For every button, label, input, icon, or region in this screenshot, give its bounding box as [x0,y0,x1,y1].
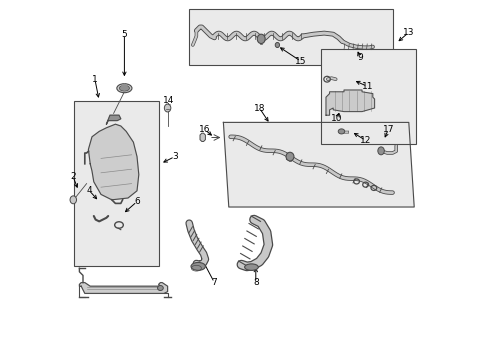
Ellipse shape [164,104,171,112]
Text: 8: 8 [253,278,259,287]
Text: 13: 13 [403,28,415,37]
Text: 18: 18 [254,104,265,112]
Text: 10: 10 [331,114,343,123]
Ellipse shape [157,285,163,291]
Ellipse shape [120,85,129,91]
Text: 15: 15 [295,57,307,66]
FancyBboxPatch shape [189,9,392,65]
Polygon shape [106,115,121,124]
Ellipse shape [378,147,384,155]
Text: 16: 16 [199,125,210,134]
Text: 1: 1 [92,75,98,84]
FancyBboxPatch shape [320,49,416,144]
Text: 9: 9 [357,53,363,62]
Text: 3: 3 [172,152,178,161]
Text: 6: 6 [134,197,140,206]
Text: 7: 7 [212,278,217,287]
Text: 4: 4 [87,186,92,195]
Polygon shape [88,124,139,200]
Ellipse shape [286,152,294,161]
Text: 11: 11 [362,82,373,91]
Ellipse shape [257,34,265,44]
Text: 12: 12 [360,136,371,145]
Polygon shape [200,133,205,141]
Polygon shape [326,90,374,115]
Ellipse shape [191,262,205,270]
Text: 17: 17 [383,125,394,134]
Polygon shape [223,122,414,207]
Ellipse shape [245,264,258,270]
Polygon shape [122,84,127,90]
Text: 5: 5 [122,30,127,39]
Ellipse shape [70,196,76,204]
Ellipse shape [117,84,132,93]
Ellipse shape [275,42,280,48]
Text: 14: 14 [163,96,174,105]
Ellipse shape [338,129,345,134]
Text: 2: 2 [70,172,76,181]
Polygon shape [79,283,168,293]
FancyBboxPatch shape [74,101,159,266]
